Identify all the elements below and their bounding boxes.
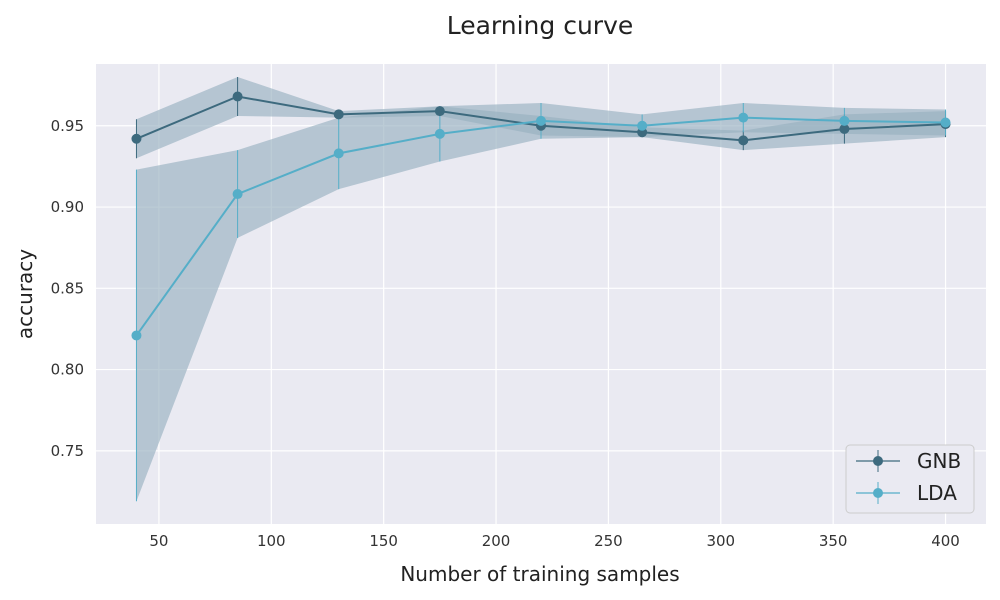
- lda-point: [333, 148, 344, 159]
- lda-point: [232, 189, 243, 200]
- lda-point: [940, 117, 951, 128]
- y-tick-label: 0.90: [51, 198, 84, 216]
- gnb-point: [131, 133, 142, 144]
- lda-point: [839, 115, 850, 126]
- legend-marker-lda: [873, 488, 883, 498]
- gnb-point: [232, 91, 243, 102]
- y-tick-label: 0.80: [51, 361, 84, 379]
- x-tick-label: 250: [594, 532, 623, 550]
- x-tick-label: 150: [369, 532, 398, 550]
- legend-marker-gnb: [873, 456, 883, 466]
- y-tick-label: 0.95: [51, 117, 84, 135]
- gnb-point: [839, 124, 850, 135]
- lda-point: [434, 128, 445, 139]
- legend-item-lda: LDA: [856, 481, 957, 505]
- x-tick-label: 50: [149, 532, 168, 550]
- series-points: [131, 91, 951, 341]
- legend-label-lda: LDA: [917, 481, 957, 505]
- tick-labels: 50 100 150 200 250 300 350 400 0.75 0.80 0.85 0.90 0…: [51, 117, 960, 550]
- y-tick-label: 0.85: [51, 279, 84, 297]
- lda-point: [131, 330, 142, 341]
- gnb-point: [333, 109, 344, 120]
- x-tick-label: 300: [706, 532, 735, 550]
- lda-point: [536, 115, 546, 126]
- x-tick-label: 350: [819, 532, 848, 550]
- y-tick-label: 0.75: [51, 442, 84, 460]
- x-tick-label: 100: [257, 532, 286, 550]
- chart-title: Learning curve: [447, 11, 634, 40]
- x-axis-label: Number of training samples: [400, 562, 679, 586]
- legend-label-gnb: GNB: [917, 449, 961, 473]
- x-tick-label: 200: [482, 532, 511, 550]
- x-tick-label: 400: [931, 532, 960, 550]
- gnb-point: [738, 135, 749, 146]
- y-axis-label: accuracy: [13, 249, 37, 339]
- gnb-point: [434, 106, 445, 117]
- lda-point: [738, 112, 749, 123]
- lda-point: [637, 120, 648, 131]
- legend: GNB LDA: [845, 444, 975, 514]
- legend-item-gnb: GNB: [856, 449, 961, 473]
